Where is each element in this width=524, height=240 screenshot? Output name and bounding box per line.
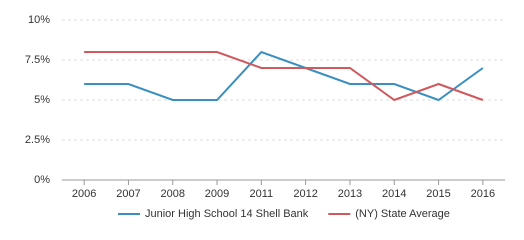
legend-label: (NY) State Average: [355, 208, 450, 220]
legend-label: Junior High School 14 Shell Bank: [145, 208, 309, 220]
chart: 0% 2.5% 5% 7.5% 10% 2006 2007 2008 2009 2011 2012 2…: [25, 14, 505, 220]
x-tick-label: 2013: [338, 188, 362, 200]
y-tick-label: 10%: [28, 14, 50, 26]
x-tick-label: 2016: [471, 188, 495, 200]
x-tick-label: 2007: [116, 188, 140, 200]
x-tick-label: 2015: [426, 188, 450, 200]
y-tick-label: 7.5%: [25, 54, 50, 66]
x-tick-label: 2012: [293, 188, 317, 200]
page: 0% 2.5% 5% 7.5% 10% 2006 2007 2008 2009 2011 2012 2…: [24, 13, 505, 220]
y-tick-label: 2.5%: [25, 134, 50, 146]
x-tick-label: 2009: [205, 188, 229, 200]
series-line: [84, 51, 484, 102]
y-tick-label: 5%: [34, 94, 50, 106]
x-tick-label: 2006: [72, 188, 96, 200]
x-tick-label: 2014: [382, 188, 406, 200]
y-tick-label: 0%: [34, 174, 50, 186]
x-tick-label: 2011: [250, 188, 274, 200]
x-tick-label: 2008: [161, 188, 185, 200]
series-line: [84, 50, 484, 102]
